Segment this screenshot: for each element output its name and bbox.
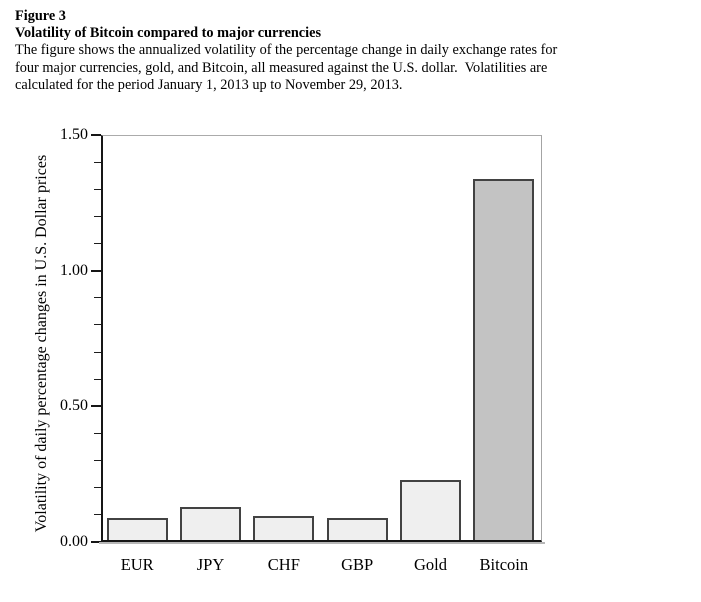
y-minor-tick (94, 378, 101, 380)
y-tick-label: 1.50 (60, 126, 88, 143)
y-tick-label: 0.00 (60, 533, 88, 550)
figure-label: Figure 3 (15, 8, 66, 24)
bar-chf (253, 515, 315, 540)
figure-description: The figure shows the annualized volatili… (15, 42, 675, 94)
y-minor-tick (94, 188, 101, 190)
bar-gbp (326, 518, 388, 540)
y-minor-tick (94, 460, 101, 462)
y-minor-tick (94, 161, 101, 163)
figure-title: Volatility of Bitcoin compared to major … (15, 25, 322, 42)
bar-eur (106, 518, 168, 540)
figure-description-line: four major currencies, gold, and Bitcoin… (15, 59, 548, 76)
y-major-tick (91, 541, 101, 543)
y-minor-tick (94, 243, 101, 245)
bar-jpy (180, 507, 242, 540)
y-minor-tick (94, 514, 101, 516)
y-minor-tick (94, 487, 101, 489)
baseline-shadow (99, 542, 545, 544)
figure-description-line: calculated for the period January 1, 201… (15, 76, 403, 93)
y-major-tick (91, 134, 101, 136)
x-tick-label-eur: EUR (120, 555, 154, 574)
figure-description-line: The figure shows the annualized volatili… (15, 42, 558, 59)
x-tick-label-chf: CHF (267, 555, 300, 574)
x-tick-label-bitcoin: Bitcoin (479, 555, 529, 574)
x-tick-label-gbp: GBP (341, 555, 374, 574)
y-major-tick (91, 405, 101, 408)
y-tick-label: 0.50 (60, 397, 88, 415)
figure-header: Figure 3 Volatility of Bitcoin compared … (15, 8, 675, 94)
plot-area (101, 135, 542, 542)
x-tick-label-gold: Gold (414, 555, 448, 574)
y-minor-tick (94, 297, 101, 299)
y-minor-tick (94, 215, 101, 217)
y-minor-tick (94, 432, 101, 434)
x-tick-label-jpy: JPY (196, 555, 225, 574)
y-minor-tick (94, 351, 101, 353)
bar-gold (400, 480, 462, 540)
y-minor-tick (94, 324, 101, 326)
y-axis-title: Volatility of daily percentage changes i… (33, 154, 50, 533)
y-tick-label: 1.00 (60, 261, 88, 279)
bar-bitcoin (473, 179, 535, 540)
y-major-tick (91, 269, 101, 272)
